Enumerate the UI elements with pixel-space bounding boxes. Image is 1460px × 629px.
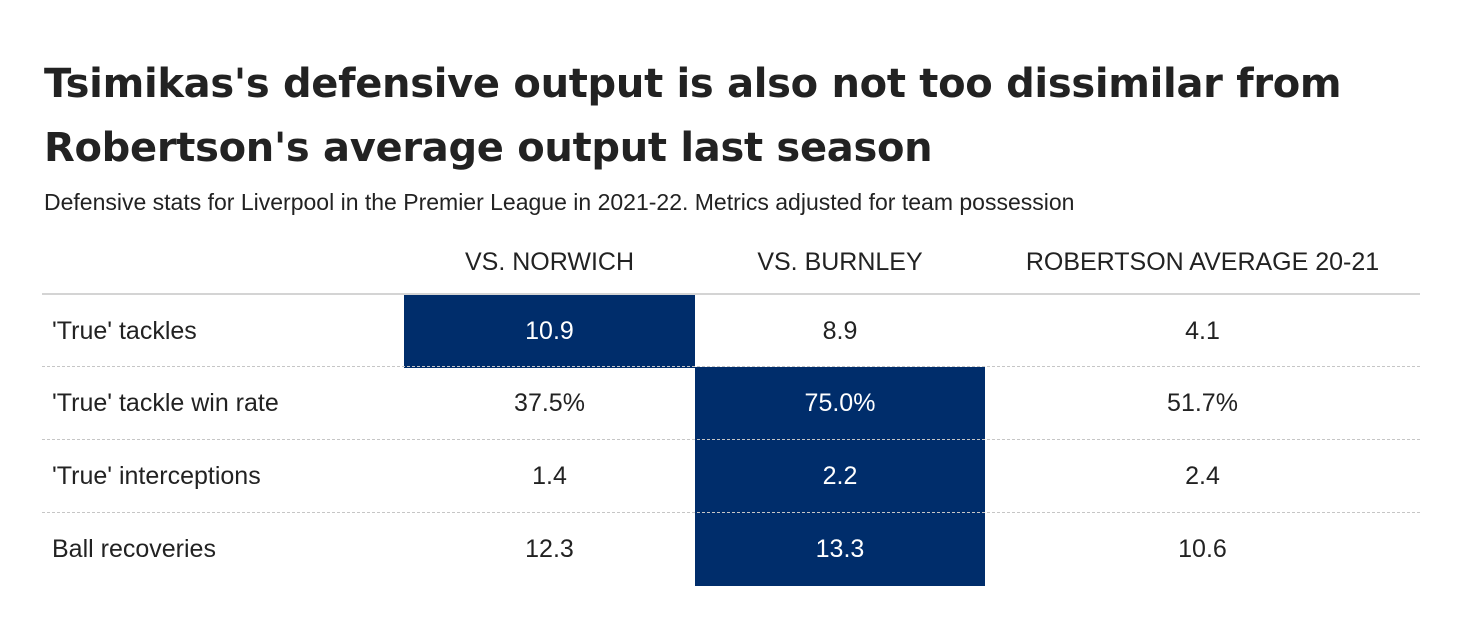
table-cell: 2.4 [1185, 462, 1220, 490]
row-label: 'True' tackles [52, 317, 197, 345]
row-divider [42, 439, 1420, 440]
row-label: 'True' interceptions [52, 462, 261, 490]
column-header: VS. BURNLEY [757, 248, 923, 276]
chart-title: Tsimikas's defensive output is also not … [44, 61, 1342, 171]
table-cell: 12.3 [525, 535, 574, 563]
row-label: Ball recoveries [52, 535, 216, 563]
row-divider [42, 512, 1420, 513]
header-divider [42, 293, 1420, 295]
row-label: 'True' tackle win rate [52, 389, 279, 417]
row-divider [42, 366, 1420, 367]
table-cell: 4.1 [1185, 317, 1220, 345]
highlighted-cell: 2.2 [695, 440, 985, 513]
column-header: ROBERTSON AVERAGE 20-21 [1025, 248, 1380, 276]
column-header: VS. NORWICH [465, 248, 634, 276]
highlighted-cell: 75.0% [695, 367, 985, 440]
table-cell: 1.4 [532, 462, 567, 490]
highlighted-cell: 13.3 [695, 513, 985, 586]
chart-subtitle: Defensive stats for Liverpool in the Pre… [44, 189, 1075, 215]
table-cell: 37.5% [514, 389, 585, 417]
highlighted-cell: 10.9 [404, 295, 695, 368]
table-cell: 51.7% [1167, 389, 1238, 417]
table-cell: 8.9 [822, 317, 858, 345]
table-cell: 10.6 [1178, 535, 1227, 563]
